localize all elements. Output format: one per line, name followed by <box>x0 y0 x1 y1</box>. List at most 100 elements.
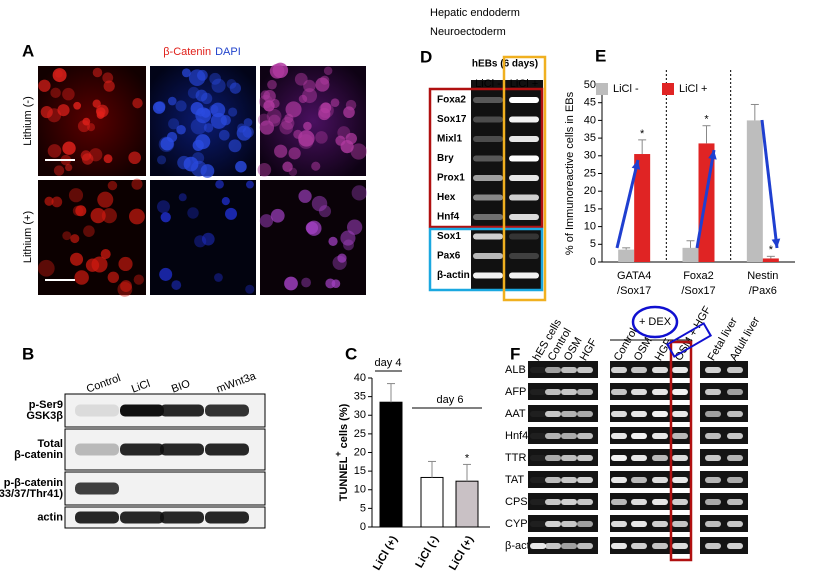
cell <box>38 79 51 92</box>
gel <box>700 427 748 444</box>
cell <box>157 155 167 165</box>
band <box>509 155 539 162</box>
bar <box>455 480 479 528</box>
cell <box>221 197 230 206</box>
band <box>631 455 647 461</box>
band <box>672 433 688 439</box>
cell <box>77 120 90 133</box>
gene-label: AAT <box>505 408 526 420</box>
band <box>75 404 119 417</box>
band <box>611 543 627 549</box>
band <box>120 443 164 456</box>
band <box>530 543 546 549</box>
y-tick-label: 35 <box>584 132 596 144</box>
x-tick-label: LiCl (+) <box>371 534 400 573</box>
cell <box>190 118 207 135</box>
cell <box>118 256 133 272</box>
cell <box>90 208 106 224</box>
band <box>672 411 688 417</box>
cell <box>53 165 65 176</box>
cell <box>211 78 226 93</box>
cell <box>167 96 177 106</box>
band <box>705 499 721 505</box>
band <box>473 155 503 162</box>
band <box>545 411 561 417</box>
gel <box>700 493 748 510</box>
cell <box>305 221 319 235</box>
cell <box>188 69 206 86</box>
band <box>705 543 721 549</box>
highlight-box <box>665 322 713 358</box>
band <box>577 389 593 395</box>
band <box>530 411 546 417</box>
x-tick-label: LiCl (+) <box>447 534 476 573</box>
band <box>652 389 668 395</box>
cell <box>129 208 145 225</box>
band <box>727 367 743 373</box>
cell <box>293 129 303 139</box>
cell <box>235 160 247 173</box>
cell <box>44 196 54 206</box>
gel <box>700 471 748 488</box>
gene-label: Prox1 <box>437 173 465 184</box>
cell <box>62 231 72 241</box>
band <box>530 521 546 527</box>
band <box>727 543 743 549</box>
band <box>631 433 647 439</box>
cell <box>345 132 357 145</box>
band <box>561 411 577 417</box>
band <box>652 499 668 505</box>
cell <box>311 195 328 212</box>
row-label: β-catenin <box>14 449 63 461</box>
cell <box>210 102 226 118</box>
gel <box>700 537 748 554</box>
cell <box>303 79 316 93</box>
cell <box>120 280 132 292</box>
band <box>652 521 668 527</box>
cell <box>81 153 94 165</box>
gene-label: Sox17 <box>437 114 467 125</box>
y-axis-title: % of Immunoreactive cells in EBs <box>564 91 576 255</box>
band <box>509 253 539 259</box>
x-tick-label: /Sox17 <box>617 285 651 297</box>
row-label: actin <box>37 511 63 523</box>
cell <box>343 106 355 119</box>
band <box>652 543 668 549</box>
legend-text: Neuroectoderm <box>430 26 506 38</box>
band <box>631 499 647 505</box>
micrograph <box>38 180 146 295</box>
band <box>561 389 577 395</box>
y-tick-label: 10 <box>584 221 596 233</box>
y-tick-label: 15 <box>584 203 596 215</box>
band <box>75 443 119 456</box>
y-tick-label: 5 <box>360 502 366 514</box>
y-tick-label: 30 <box>354 409 366 421</box>
cell <box>101 208 117 224</box>
cell <box>87 123 96 132</box>
band <box>473 253 503 259</box>
bar <box>746 120 763 263</box>
stain-name: β-Catenin <box>163 46 211 58</box>
cell <box>107 180 118 191</box>
band <box>727 499 743 505</box>
y-tick-label: 20 <box>354 446 366 458</box>
gene-label: Foxa2 <box>437 95 466 106</box>
cell <box>242 126 254 138</box>
cell <box>298 134 314 149</box>
cell <box>97 191 114 208</box>
band <box>672 455 688 461</box>
band <box>205 404 249 417</box>
cell <box>279 120 293 135</box>
band <box>120 511 164 524</box>
band <box>509 175 539 181</box>
gene-label: Mixl1 <box>437 134 462 145</box>
cell <box>351 185 367 201</box>
y-tick-label: 30 <box>584 150 596 162</box>
band <box>75 482 119 495</box>
band <box>672 477 688 483</box>
band <box>473 194 503 201</box>
y-axis-title-part: cells (%) <box>338 403 350 451</box>
panel-label: D <box>420 47 432 66</box>
gene-label: Hex <box>437 192 456 203</box>
band <box>652 433 668 439</box>
